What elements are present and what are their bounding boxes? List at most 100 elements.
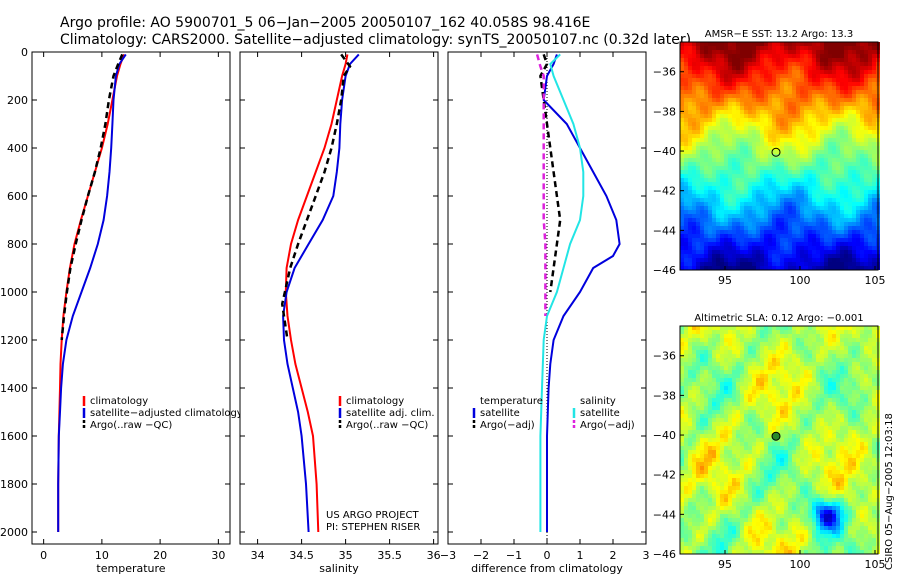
map-cell — [696, 222, 700, 226]
map-cell — [744, 106, 748, 110]
map-cell — [760, 414, 764, 418]
map-cell — [792, 454, 796, 458]
series-line-2 — [539, 53, 585, 532]
map-cell — [844, 462, 848, 466]
map-cell — [756, 242, 760, 246]
map-cell — [708, 418, 712, 422]
map-cell — [840, 234, 844, 238]
map-cell — [700, 218, 704, 222]
map-cell — [736, 206, 740, 210]
map-cell — [696, 430, 700, 434]
map-cell — [700, 430, 704, 434]
map-cell — [752, 82, 756, 86]
map-cell — [716, 390, 720, 394]
map-cell — [824, 118, 828, 122]
map-cell — [736, 78, 740, 82]
map-cell — [732, 346, 736, 350]
map-cell — [784, 422, 788, 426]
map-cell — [844, 138, 848, 142]
map-cell — [724, 154, 728, 158]
map-cell — [700, 158, 704, 162]
map-cell — [724, 98, 728, 102]
map-cell — [704, 386, 708, 390]
map-cell — [788, 234, 792, 238]
map-cell — [852, 262, 856, 266]
map-cell — [800, 50, 804, 54]
map-cell — [732, 366, 736, 370]
map-cell — [740, 58, 744, 62]
map-cell — [836, 242, 840, 246]
map-cell — [844, 386, 848, 390]
map-cell — [840, 454, 844, 458]
map-cell — [864, 234, 868, 238]
map-cell — [784, 66, 788, 70]
map-cell — [752, 226, 756, 230]
map-cell — [836, 178, 840, 182]
map-cell — [840, 374, 844, 378]
map-cell — [760, 178, 764, 182]
map-cell — [732, 262, 736, 266]
map-cell — [708, 478, 712, 482]
map-cell — [696, 422, 700, 426]
map-cell — [844, 118, 848, 122]
map-cell — [868, 94, 872, 98]
map-cell — [760, 42, 764, 46]
map-cell — [744, 470, 748, 474]
map-cell — [776, 326, 780, 330]
map-cell — [840, 182, 844, 186]
series-line-2 — [280, 53, 352, 341]
map-cell — [820, 354, 824, 358]
map-cell — [872, 158, 876, 162]
map-cell — [752, 130, 756, 134]
map-cell — [872, 230, 876, 234]
map-cell — [712, 250, 716, 254]
map-cell — [848, 166, 852, 170]
map-cell — [716, 226, 720, 230]
map-cell — [796, 218, 800, 222]
map-cell — [752, 162, 756, 166]
map-cell — [840, 402, 844, 406]
map-cell — [688, 254, 692, 258]
map-cell — [792, 170, 796, 174]
map-cell — [800, 166, 804, 170]
map-cell — [752, 438, 756, 442]
map-cell — [752, 94, 756, 98]
map-cell — [840, 210, 844, 214]
map-cell — [740, 434, 744, 438]
map-cell — [684, 434, 688, 438]
map-cell — [744, 146, 748, 150]
map-cell — [704, 118, 708, 122]
map-cell — [840, 82, 844, 86]
map-cell — [700, 58, 704, 62]
map-cell — [696, 54, 700, 58]
map-cell — [796, 334, 800, 338]
map-cell — [740, 258, 744, 262]
map-cell — [760, 250, 764, 254]
map-cell — [704, 442, 708, 446]
map-cell — [816, 66, 820, 70]
map-cell — [820, 162, 824, 166]
map-cell — [756, 378, 760, 382]
map-cell — [720, 114, 724, 118]
map-cell — [772, 218, 776, 222]
map-cell — [796, 130, 800, 134]
map-cell — [824, 94, 828, 98]
map-cell — [700, 462, 704, 466]
map-cell — [728, 438, 732, 442]
map-cell — [696, 446, 700, 450]
map-cell — [860, 370, 864, 374]
map-cell — [848, 390, 852, 394]
map-cell — [780, 466, 784, 470]
map-cell — [820, 42, 824, 46]
map-cell — [856, 242, 860, 246]
map-cell — [832, 122, 836, 126]
map-cell — [680, 378, 684, 382]
map-cell — [724, 134, 728, 138]
map-cell — [772, 114, 776, 118]
map-cell — [816, 458, 820, 462]
map-cell — [788, 222, 792, 226]
map-cell — [732, 390, 736, 394]
map-cell — [756, 158, 760, 162]
map-cell — [864, 474, 868, 478]
map-cell — [756, 90, 760, 94]
